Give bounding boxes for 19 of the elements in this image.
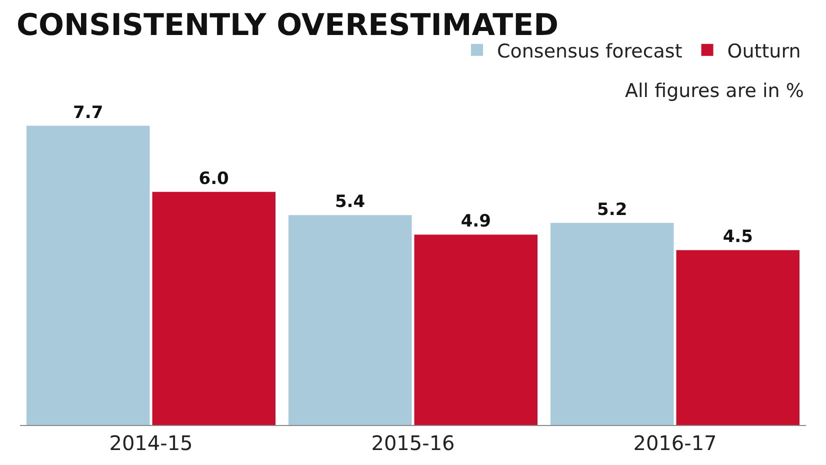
- chart-title: CONSISTENTLY OVERESTIMATED: [16, 8, 559, 43]
- text: All figures are in %: [625, 80, 804, 102]
- data-label: 4.5: [722, 227, 753, 248]
- data-label: 6.0: [198, 168, 230, 189]
- legend-label: Outturn: [727, 40, 801, 62]
- bar: [414, 234, 538, 425]
- bar: [26, 126, 150, 425]
- bar: [288, 215, 412, 425]
- bar: [152, 192, 276, 425]
- data-label: 5.2: [597, 200, 628, 220]
- bar: [676, 250, 800, 425]
- data-label: 7.7: [73, 102, 104, 123]
- x-tick-label: 2015-16: [371, 431, 455, 455]
- x-tick-label: 2014-15: [109, 431, 193, 455]
- x-tick-label: 2016-17: [633, 431, 717, 455]
- bar: [550, 222, 674, 425]
- data-label: 4.9: [460, 212, 491, 232]
- data-label: 5.4: [334, 192, 366, 212]
- legend-label: Consensus forecast: [497, 40, 682, 62]
